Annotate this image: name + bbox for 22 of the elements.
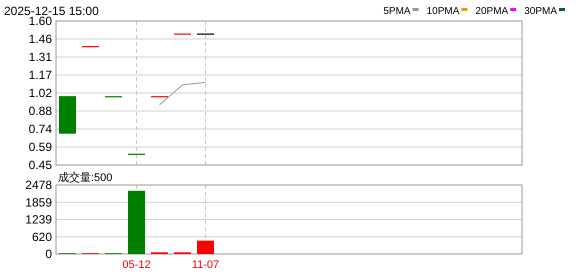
- y-tick-label: 1239: [25, 212, 52, 227]
- y-tick-label: 1.46: [28, 32, 52, 46]
- y-tick-label: 1.31: [28, 50, 52, 64]
- y-tick-label: 2478: [25, 178, 52, 192]
- y-tick-label: 0.59: [28, 140, 52, 154]
- y-tick-label: 0.45: [28, 158, 52, 172]
- legend-label: 5PMA: [383, 6, 411, 17]
- legend-label: 20PMA: [475, 6, 509, 17]
- y-tick-label: 1.02: [28, 86, 52, 100]
- x-tick-label: 11-07: [192, 259, 220, 271]
- y-tick-label: 1.17: [28, 68, 52, 82]
- x-tick-label: 05-12: [122, 259, 151, 271]
- legend-label: 30PMA: [524, 6, 558, 17]
- bar: [128, 190, 146, 254]
- bar: [196, 240, 214, 254]
- legend-label: 10PMA: [426, 6, 460, 17]
- y-tick-label: 0: [45, 247, 52, 262]
- y-tick-label: 0.88: [28, 104, 52, 118]
- y-tick-label: 1859: [25, 195, 52, 210]
- text: 成交量:500: [58, 171, 112, 184]
- y-tick-label: 620: [32, 230, 52, 244]
- y-tick-label: 0.74: [28, 122, 52, 136]
